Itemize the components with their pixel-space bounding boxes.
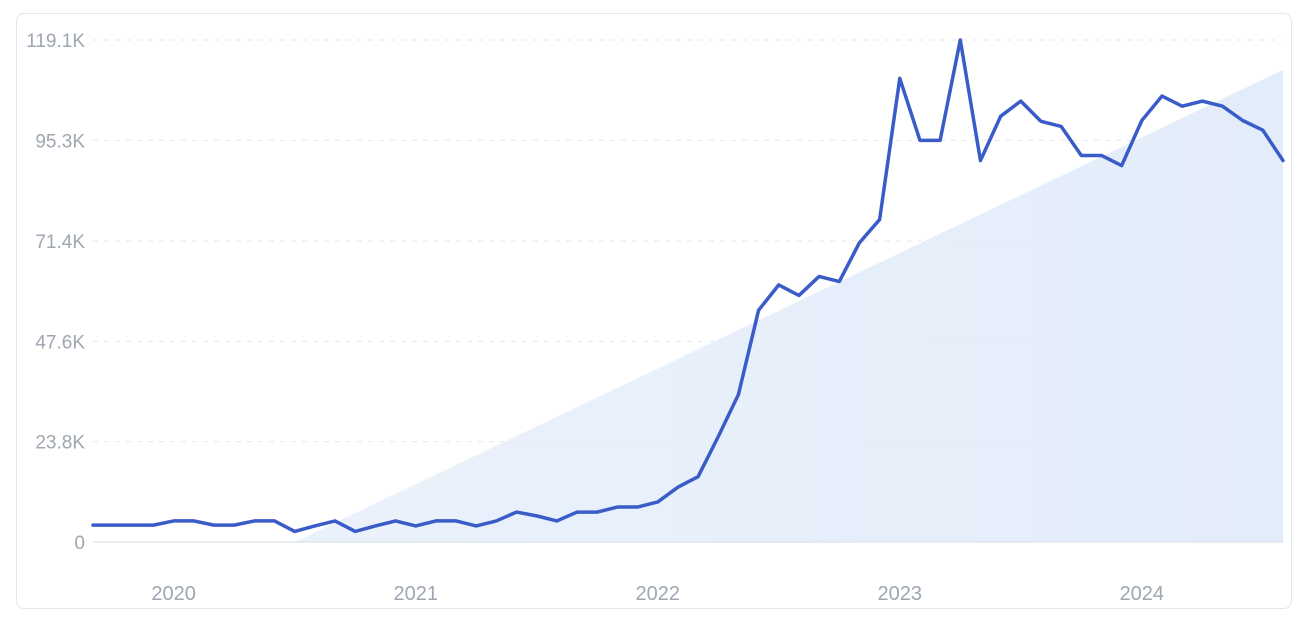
y-tick-label: 95.3K — [35, 131, 85, 152]
x-tick-label: 2021 — [393, 583, 438, 605]
y-tick-label: 119.1K — [26, 31, 85, 52]
x-tick-label: 2024 — [1120, 583, 1165, 605]
y-tick-label: 71.4K — [35, 232, 85, 253]
y-tick-label: 47.6K — [35, 332, 85, 353]
x-tick-label: 2022 — [635, 583, 680, 605]
x-tick-label: 2020 — [151, 583, 196, 605]
y-tick-label: 23.8K — [35, 433, 85, 454]
trend-area — [294, 69, 1283, 542]
y-axis-ticks: 0 23.8K 47.6K 71.4K 95.3K 119.1K — [26, 31, 85, 554]
x-tick-label: 2023 — [878, 583, 923, 605]
series-line — [91, 38, 1285, 534]
y-tick-label: 0 — [74, 533, 85, 554]
x-axis-ticks: 2020 2021 2022 2023 2024 — [151, 583, 1164, 605]
